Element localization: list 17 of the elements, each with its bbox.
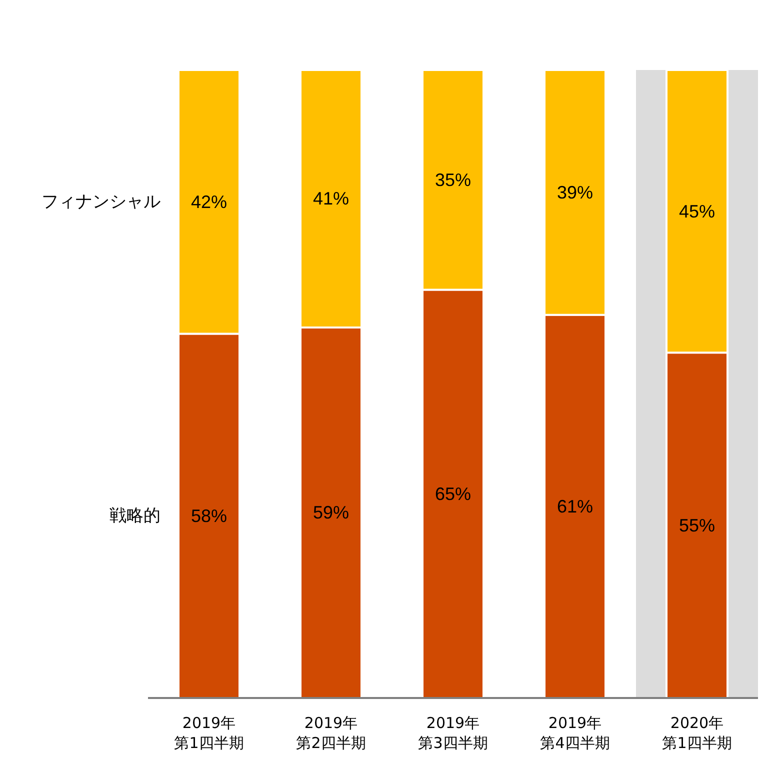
x-tick-label: 2019年第1四半期	[174, 714, 244, 752]
x-tick-label: 2019年第2四半期	[296, 714, 366, 752]
data-label: 41%	[312, 188, 350, 209]
series-label: フィナンシャル	[42, 192, 160, 212]
x-tick-label: 2020年第1四半期	[662, 714, 732, 752]
data-label: 59%	[312, 502, 350, 523]
data-label: 58%	[190, 506, 228, 526]
data-label: 45%	[678, 201, 716, 222]
data-label: 55%	[678, 515, 716, 536]
data-label: 35%	[434, 170, 472, 190]
data-label: 39%	[556, 182, 594, 202]
x-tick-label: 2019年第4四半期	[540, 714, 610, 752]
data-label: 42%	[190, 192, 228, 212]
data-label: 61%	[556, 496, 594, 516]
series-label: 戦略的	[110, 506, 160, 526]
x-tick-label: 2019年第3四半期	[418, 714, 488, 752]
data-label: 65%	[434, 484, 472, 504]
